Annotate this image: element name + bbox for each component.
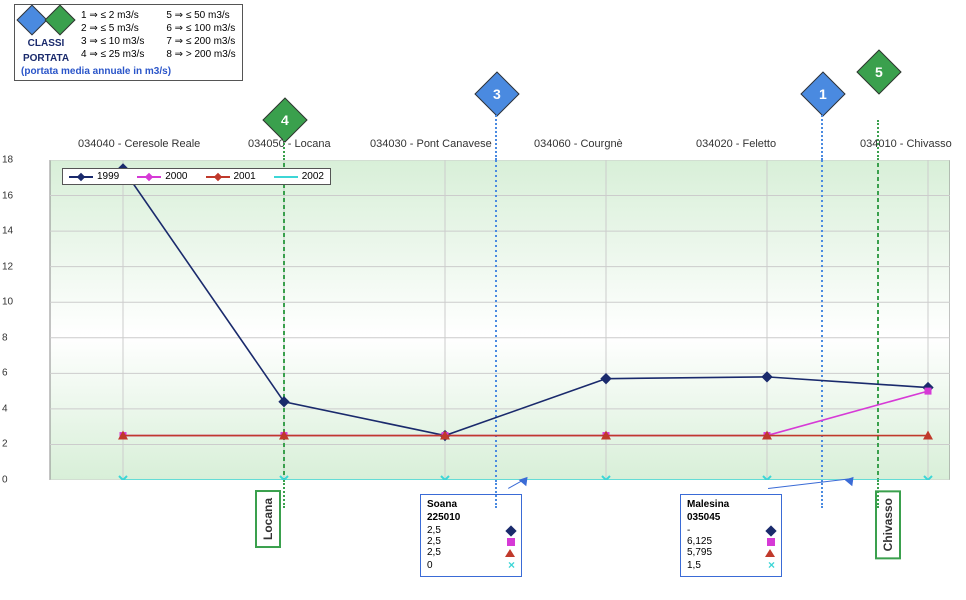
marker-vline [495, 100, 497, 160]
marker-vline [283, 480, 285, 508]
y-tick: 12 [2, 261, 13, 272]
series-legend: 1999 2000 2001 2002 [62, 168, 331, 185]
diamond-green-icon [44, 4, 75, 35]
marker-vline [283, 120, 285, 160]
legend-2002: 2002 [302, 171, 324, 182]
y-tick: 8 [2, 332, 8, 343]
flow-chart [30, 160, 950, 480]
station-label: 034050 - Locana [248, 138, 331, 150]
y-tick: 2 [2, 439, 8, 450]
tributary-popup: Malesina035045-6,1255,7951,5× [680, 494, 782, 577]
classi-note: (portata media annuale in m3/s) [21, 65, 236, 78]
station-label: 034010 - Chivasso [860, 138, 952, 150]
diamond-blue-icon [16, 4, 47, 35]
y-tick: 14 [2, 226, 13, 237]
legend-2000: 2000 [165, 171, 187, 182]
class-marker: 1 [800, 71, 845, 116]
chart-svg [30, 160, 950, 480]
portata-label: PORTATA [23, 53, 69, 64]
station-label: 034020 - Feletto [696, 138, 776, 150]
y-tick: 10 [2, 297, 13, 308]
y-tick: 6 [2, 368, 8, 379]
station-label: 034060 - Courgnè [534, 138, 623, 150]
marker-vline [877, 120, 879, 160]
classi-label: CLASSI [28, 37, 65, 50]
y-tick: 18 [2, 155, 13, 166]
class-marker: 3 [474, 71, 519, 116]
y-tick: 0 [2, 475, 8, 486]
marker-vline [821, 480, 823, 508]
class-marker: 5 [856, 49, 901, 94]
y-tick: 4 [2, 403, 8, 414]
tributary-popup: Soana2250102,52,52,50× [420, 494, 522, 577]
legend-2001: 2001 [234, 171, 256, 182]
station-label: 034030 - Pont Canavese [370, 138, 492, 150]
location-vlabel: Locana [255, 490, 281, 548]
class-marker: 4 [262, 97, 307, 142]
marker-vline [877, 480, 879, 508]
classi-col-1: 1 ⇒ ≤ 2 m3/s 2 ⇒ ≤ 5 m3/s 3 ⇒ ≤ 10 m3/s … [81, 9, 144, 61]
marker-vline [495, 480, 497, 508]
legend-1999: 1999 [97, 171, 119, 182]
classi-col-2: 5 ⇒ ≤ 50 m3/s 6 ⇒ ≤ 100 m3/s 7 ⇒ ≤ 200 m… [166, 9, 235, 61]
classi-legend-box: CLASSI PORTATA 1 ⇒ ≤ 2 m3/s 2 ⇒ ≤ 5 m3/s… [14, 4, 243, 81]
y-tick: 16 [2, 190, 13, 201]
station-label: 034040 - Ceresole Reale [78, 138, 200, 150]
marker-vline [821, 100, 823, 160]
